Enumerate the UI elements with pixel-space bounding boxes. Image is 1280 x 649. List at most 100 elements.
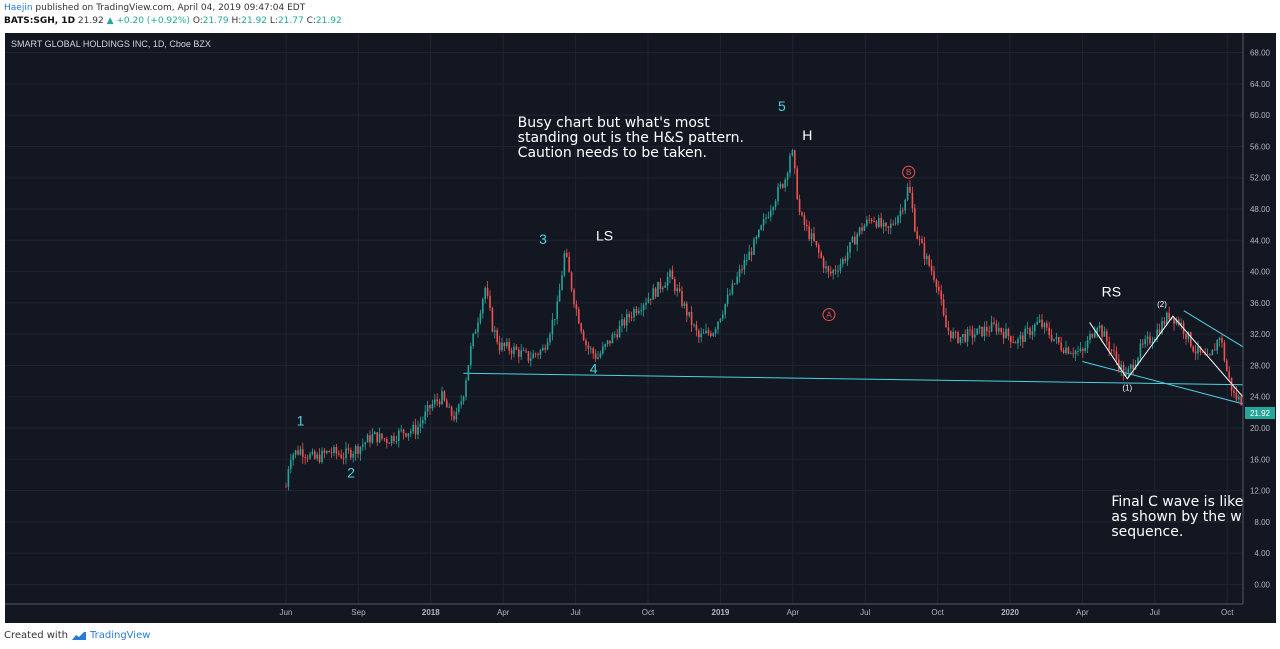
candle-body xyxy=(1034,324,1036,332)
candle-body xyxy=(604,344,606,347)
candle-body xyxy=(717,321,719,330)
candle-body xyxy=(489,295,491,309)
candle-body xyxy=(808,226,810,240)
candle-body xyxy=(789,155,791,173)
candle-body xyxy=(806,224,808,227)
candle-body xyxy=(765,217,767,219)
candle-body xyxy=(688,311,690,316)
candle-body xyxy=(671,270,674,280)
candle-body xyxy=(1161,321,1163,334)
wave-label: H xyxy=(802,127,812,143)
candle-body xyxy=(1118,359,1120,370)
trendline xyxy=(463,372,1260,386)
last-price-label: 21.92 xyxy=(1250,409,1271,418)
x-tick-label: 2019 xyxy=(712,608,730,617)
candle-body xyxy=(1017,339,1019,344)
wave-label: LS xyxy=(596,227,613,243)
tradingview-logo-icon xyxy=(71,631,86,640)
tradingview-brand-link[interactable]: TradingView xyxy=(89,630,151,641)
candle-body xyxy=(494,330,496,332)
candle-body xyxy=(525,350,527,352)
candle-body xyxy=(911,192,914,209)
candle-body xyxy=(482,299,484,314)
candle-body xyxy=(1202,352,1204,353)
candle-body xyxy=(458,404,460,412)
candle-body xyxy=(1086,339,1089,349)
candle-body xyxy=(321,450,323,463)
high-label: H: xyxy=(231,16,242,26)
candle-body xyxy=(1132,364,1134,370)
candle-body xyxy=(534,353,537,355)
candle-body xyxy=(1221,337,1223,343)
candle-body xyxy=(630,317,633,318)
candle-body xyxy=(549,334,551,343)
annotation-line: Caution needs to be taken. xyxy=(518,145,707,161)
candle-body xyxy=(597,357,599,359)
candle-body xyxy=(558,290,561,302)
circled-wave-label: B xyxy=(906,168,911,177)
candle-body xyxy=(686,303,688,316)
candle-body xyxy=(453,415,455,420)
author-link[interactable]: Haejin xyxy=(4,3,33,13)
symbol-line: BATS:SGH, 1D 21.92 ▲ +0.20 (+0.92%) O:21… xyxy=(4,15,1274,28)
candle-body xyxy=(1091,333,1094,338)
candle-body xyxy=(434,399,436,405)
candle-body xyxy=(472,333,474,346)
candle-body xyxy=(1096,327,1098,333)
candle-body xyxy=(486,287,489,296)
candle-body xyxy=(875,221,878,228)
candle-body xyxy=(419,423,422,427)
candle-body xyxy=(669,270,671,277)
candle-body xyxy=(676,288,678,292)
wave-label: 1 xyxy=(297,413,305,429)
candle-body xyxy=(345,448,347,459)
candle-body xyxy=(1137,357,1139,365)
candle-body xyxy=(340,454,342,458)
candle-body xyxy=(870,219,873,222)
y-tick-label: 20.00 xyxy=(1250,424,1271,433)
candle-body xyxy=(438,401,441,405)
price-axis-bg xyxy=(1243,33,1276,623)
candle-body xyxy=(1019,335,1022,340)
candle-body xyxy=(1065,347,1067,353)
candle-body xyxy=(299,449,302,455)
candle-body xyxy=(302,449,304,458)
candle-body xyxy=(762,218,765,226)
y-tick-label: 36.00 xyxy=(1250,299,1271,308)
y-tick-label: 64.00 xyxy=(1250,80,1271,89)
candle-body xyxy=(719,318,722,322)
candle-body xyxy=(662,287,664,289)
candle-body xyxy=(914,208,916,232)
candle-body xyxy=(297,450,299,455)
open-value: 21.79 xyxy=(202,16,229,26)
candle-body xyxy=(666,276,669,286)
candle-body xyxy=(362,444,364,447)
candle-body xyxy=(580,323,582,332)
candle-body xyxy=(462,396,465,402)
candle-body xyxy=(455,411,458,420)
candle-body xyxy=(983,326,986,337)
candle-body xyxy=(496,330,498,343)
candle-body xyxy=(1226,360,1228,372)
candle-body xyxy=(1168,312,1170,320)
candle-body xyxy=(938,286,940,291)
candle-body xyxy=(371,434,374,443)
candle-body xyxy=(628,314,630,318)
candle-body xyxy=(1240,396,1242,406)
candle-body xyxy=(1058,337,1060,343)
candle-body xyxy=(1089,333,1091,340)
candle-body xyxy=(290,460,292,470)
candle-body xyxy=(774,201,777,208)
candle-body xyxy=(1113,350,1115,352)
candle-body xyxy=(1211,349,1214,356)
last-price-text: 21.92 xyxy=(77,16,104,26)
annotation-line: standing out is the H&S pattern. xyxy=(518,130,744,146)
candle-body xyxy=(904,199,906,211)
candle-body xyxy=(1178,319,1180,325)
x-tick-label: Apr xyxy=(497,608,510,617)
candle-body xyxy=(851,237,854,243)
candle-body xyxy=(758,229,760,238)
candle-body xyxy=(1108,341,1110,350)
